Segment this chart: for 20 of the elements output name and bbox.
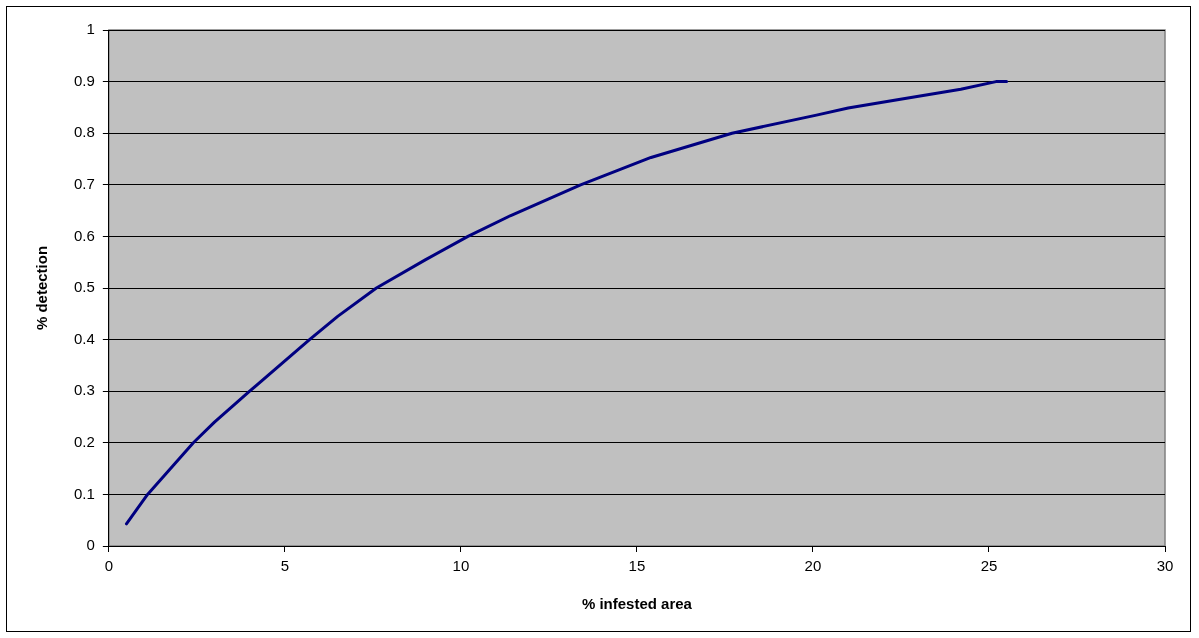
y-tick-label: 0.7 xyxy=(73,174,95,192)
x-tick-label: 0 xyxy=(104,557,114,575)
y-tick-label: 1 xyxy=(86,20,95,38)
x-axis-title: % infested area xyxy=(581,595,693,613)
x-tick-label: 30 xyxy=(1156,557,1174,575)
y-tick-label: 0.5 xyxy=(73,278,95,296)
x-tick-label: 5 xyxy=(280,557,290,575)
x-tick-label: 10 xyxy=(452,557,470,575)
x-tick-label: 15 xyxy=(628,557,646,575)
x-tick-label: 25 xyxy=(980,557,998,575)
y-axis-title: % detection xyxy=(33,245,51,331)
y-tick-label: 0.8 xyxy=(73,123,95,141)
y-tick-label: 0.2 xyxy=(73,432,95,450)
x-tick-label: 20 xyxy=(804,557,822,575)
y-tick-label: 0.9 xyxy=(73,71,95,89)
y-tick-label: 0.4 xyxy=(73,329,95,347)
y-tick-label: 0 xyxy=(86,536,95,554)
y-tick-label: 0.6 xyxy=(73,226,95,244)
y-tick-label: 0.1 xyxy=(73,484,95,502)
y-tick-label: 0.3 xyxy=(73,381,95,399)
